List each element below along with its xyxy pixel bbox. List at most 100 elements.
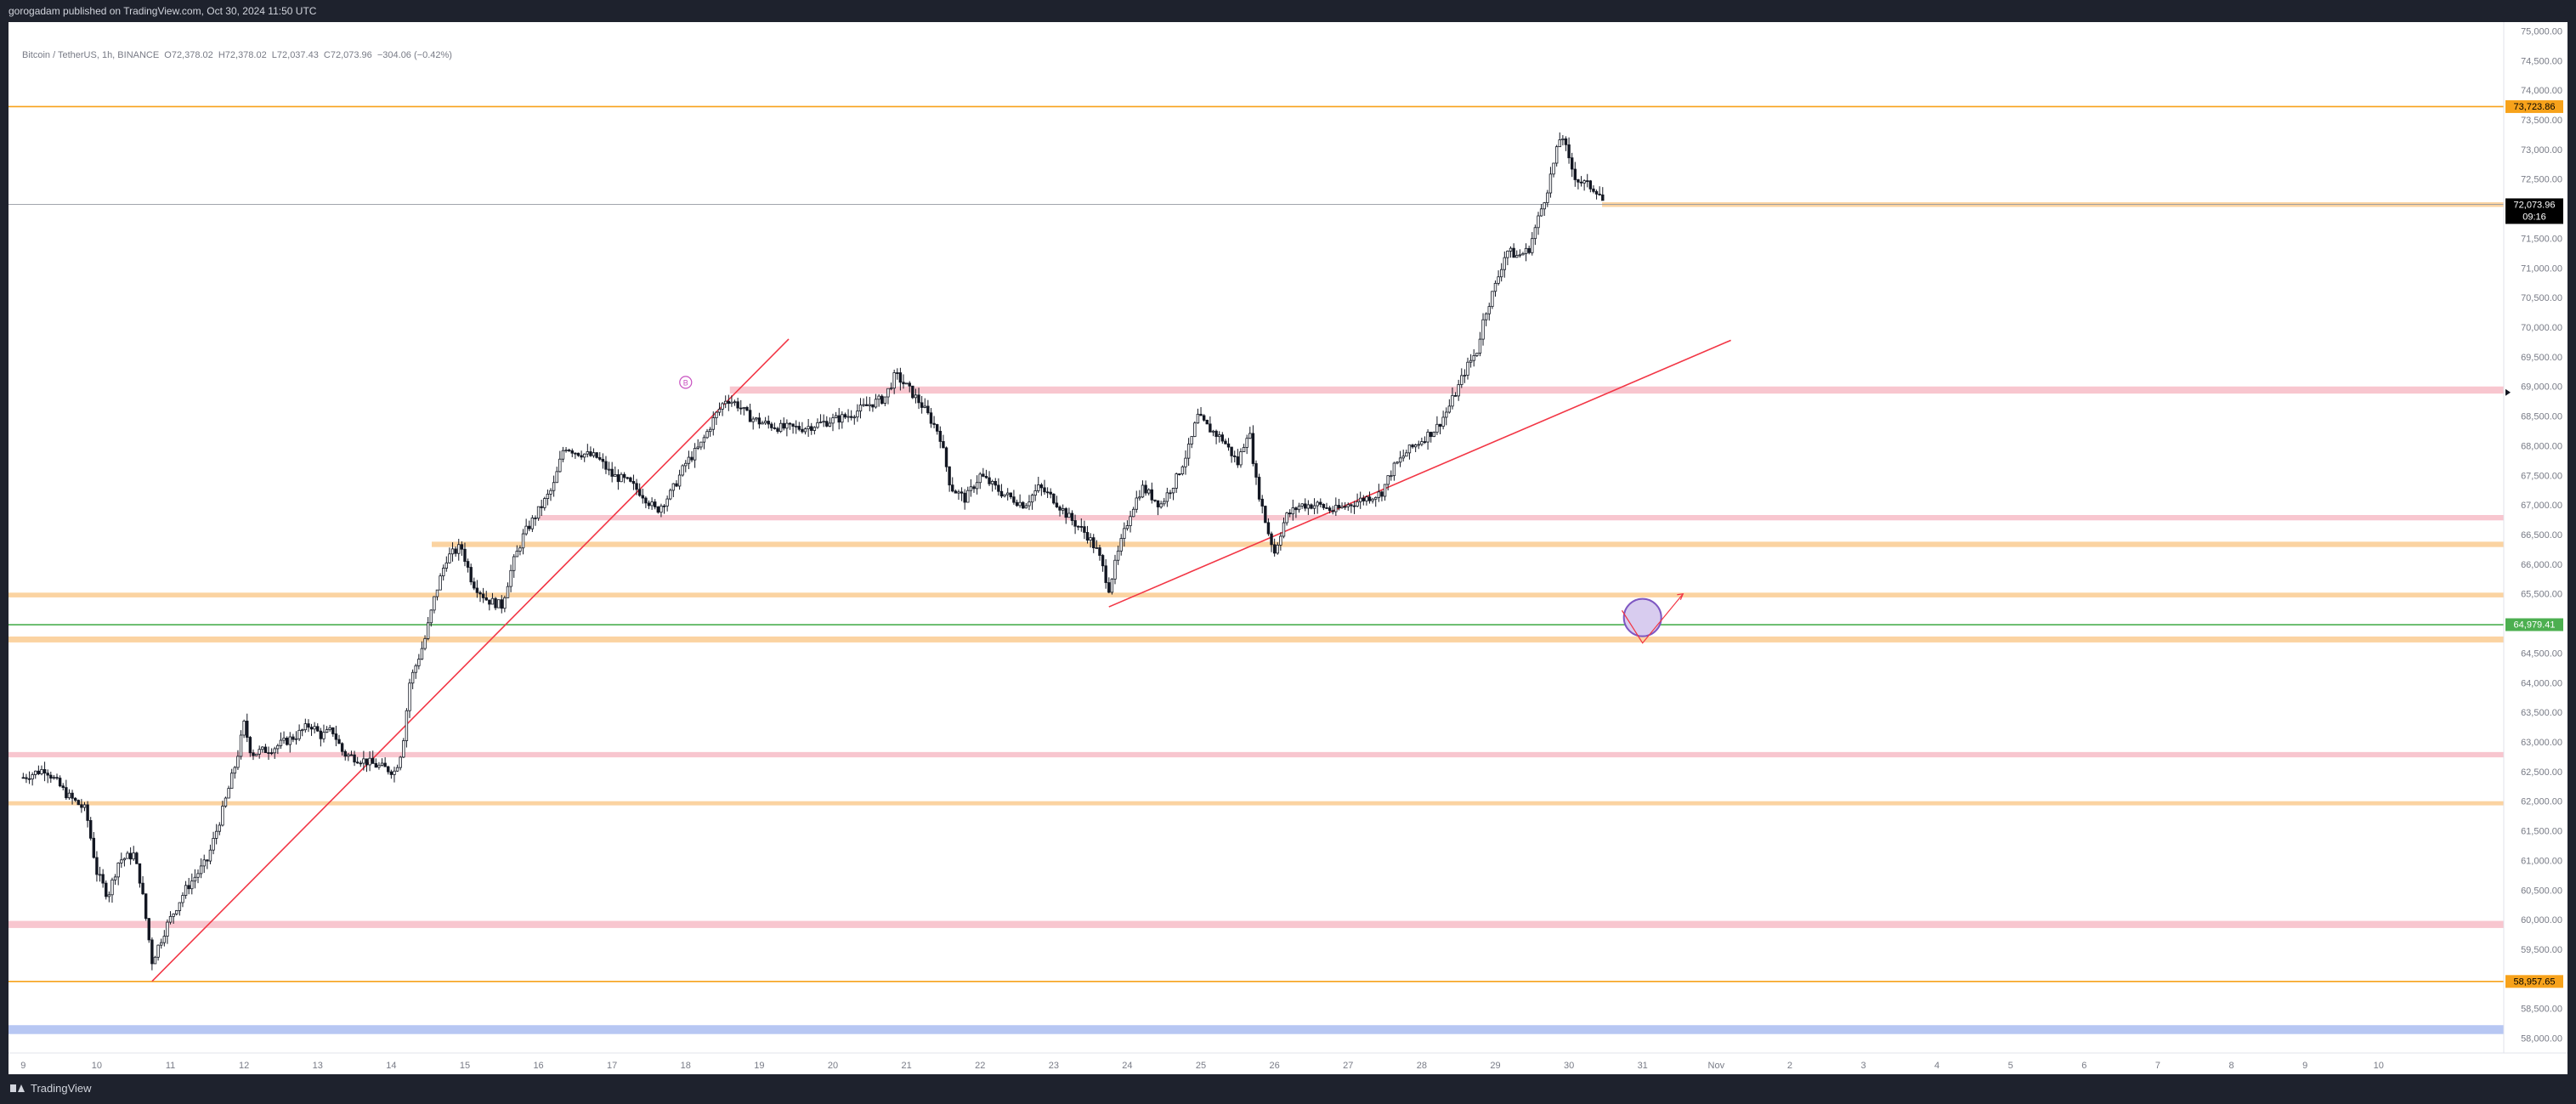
candle-body xyxy=(246,721,249,738)
candle-body xyxy=(1346,504,1350,507)
candle-body xyxy=(1524,247,1528,254)
candle-body xyxy=(898,372,903,383)
candle-body xyxy=(629,477,632,482)
candle-body xyxy=(1499,269,1503,278)
candle-body xyxy=(803,428,807,433)
y-tick-label: 70,500.00 xyxy=(2521,293,2562,303)
candle-body xyxy=(1457,384,1460,397)
candle-body xyxy=(1171,488,1175,494)
candle-body xyxy=(61,785,65,789)
candle-body xyxy=(269,752,274,755)
candle-body xyxy=(405,710,409,741)
zone-4 xyxy=(8,592,2504,597)
price-chart[interactable]: B 58,000.0058,500.0059,000.0059,500.0060… xyxy=(8,22,2568,1074)
candle-body xyxy=(67,792,71,799)
candle-body xyxy=(1358,497,1362,502)
candle-body xyxy=(999,490,1004,497)
candle-body xyxy=(586,451,590,455)
candle-body xyxy=(371,757,375,764)
trendline-1 xyxy=(1108,339,1731,608)
candle-body xyxy=(1334,505,1338,512)
chart-area[interactable]: B 58,000.0058,500.0059,000.0059,500.0060… xyxy=(8,22,2568,1074)
candle-body xyxy=(1460,375,1464,385)
candle-body xyxy=(1101,555,1105,567)
candle-body xyxy=(598,456,602,460)
candle-body xyxy=(660,505,663,513)
candle-body xyxy=(484,597,488,601)
candle-body xyxy=(380,762,384,766)
candle-body xyxy=(1150,489,1154,501)
candle-body xyxy=(1110,578,1114,593)
candle-body xyxy=(1537,215,1540,229)
candle-body xyxy=(58,778,62,787)
candle-body xyxy=(410,671,415,684)
price-label-2: 64,979.41 xyxy=(2514,620,2556,631)
candle-body xyxy=(144,893,148,920)
candle-body xyxy=(812,427,817,431)
candle-body xyxy=(40,769,43,774)
candle-body xyxy=(1163,501,1166,505)
candle-body xyxy=(1350,504,1353,507)
candle-body xyxy=(1365,496,1368,501)
candle-body xyxy=(340,743,344,752)
candle-body xyxy=(592,452,596,456)
candle-body xyxy=(654,501,657,507)
candle-body xyxy=(466,561,470,568)
y-tick-label: 71,000.00 xyxy=(2521,263,2562,274)
candle-body xyxy=(1362,497,1366,501)
candle-body xyxy=(444,562,449,569)
candle-body xyxy=(65,787,68,799)
candle-body xyxy=(1539,208,1543,217)
candle-body xyxy=(1577,179,1580,183)
candle-body xyxy=(423,638,427,649)
candle-body xyxy=(478,592,482,595)
candle-body xyxy=(1226,443,1231,448)
candle-body xyxy=(963,492,966,503)
candle-body xyxy=(696,446,699,449)
candle-body xyxy=(528,525,531,529)
candle-body xyxy=(834,415,838,418)
candle-body xyxy=(1239,451,1243,466)
x-tick-label: 15 xyxy=(460,1061,470,1071)
x-tick-label: 8 xyxy=(2228,1061,2233,1071)
candle-body xyxy=(1512,247,1515,258)
candle-body xyxy=(736,401,739,409)
candle-body xyxy=(843,414,847,418)
candle-body xyxy=(1254,463,1258,478)
candle-body xyxy=(110,879,114,896)
candle-body xyxy=(426,622,430,639)
candle-body xyxy=(1015,501,1019,507)
candle-body xyxy=(997,484,1000,492)
candle-body xyxy=(1178,473,1181,475)
candle-body xyxy=(239,734,243,757)
symbol-name: Bitcoin / TetherUS, 1h, BINANCE xyxy=(22,50,160,60)
candle-body xyxy=(1337,505,1341,508)
tradingview-logo[interactable]: TradingView xyxy=(10,1082,92,1095)
x-tick-label: 11 xyxy=(166,1061,175,1071)
candle-body xyxy=(448,553,451,563)
candle-body xyxy=(923,405,926,408)
candle-body xyxy=(583,453,586,458)
candle-body xyxy=(150,939,154,965)
candle-body xyxy=(1429,432,1433,438)
candle-body xyxy=(1270,533,1273,546)
candle-body xyxy=(1061,508,1065,511)
candle-body xyxy=(408,682,411,711)
candle-body xyxy=(1420,441,1424,445)
candle-body xyxy=(1312,505,1316,509)
y-tick-label: 62,000.00 xyxy=(2521,797,2562,807)
candle-body xyxy=(1169,492,1172,495)
projection-circle xyxy=(1622,597,1662,637)
candle-body xyxy=(1257,477,1261,500)
candle-body xyxy=(107,894,111,897)
candle-body xyxy=(27,778,31,780)
candle-body xyxy=(797,426,801,430)
candle-body xyxy=(1475,353,1479,356)
candle-body xyxy=(1472,355,1475,361)
candle-body xyxy=(730,401,733,405)
candle-body xyxy=(1554,146,1559,164)
candle-body xyxy=(524,525,528,535)
candle-body xyxy=(576,452,580,456)
candle-body xyxy=(1018,501,1022,507)
candle-body xyxy=(1049,491,1052,495)
